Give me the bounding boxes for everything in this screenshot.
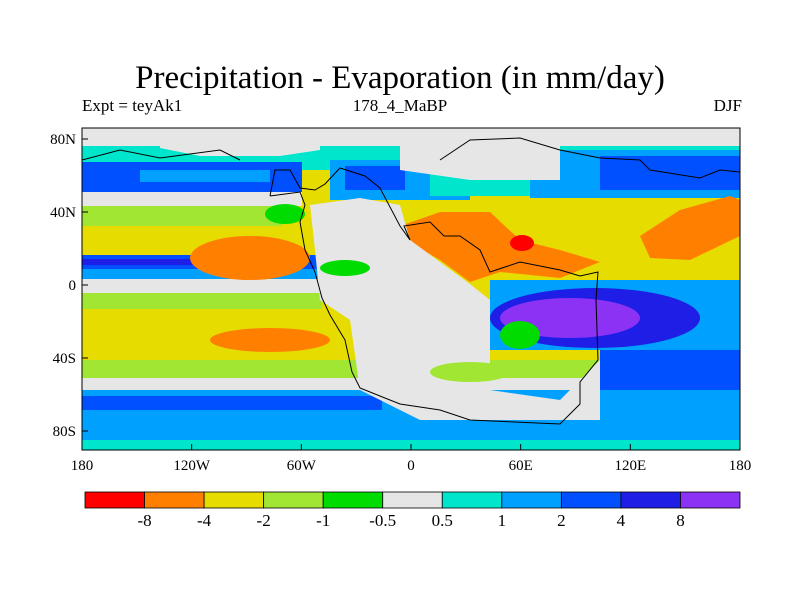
experiment-label: Expt = teyAk1	[82, 96, 183, 115]
colorbar-swatch	[382, 491, 443, 509]
axes: 80N 40N 0 40S 80S 180 120W 60W 0 60E 120E 180	[50, 132, 751, 474]
lon-tick-label: 0	[407, 458, 415, 474]
colorbar-label: -8	[137, 511, 152, 530]
lat-tick-label: 0	[69, 278, 77, 294]
period-label: 178_4_MaBP	[352, 96, 448, 115]
lat-tick-label: 80N	[50, 132, 76, 148]
colorbar-swatch	[322, 491, 384, 509]
lat-tick-label: 40N	[50, 205, 76, 221]
lat-tick-label: 80S	[53, 424, 76, 440]
colorbar-label: -4	[196, 511, 212, 530]
lon-tick-label: 180	[729, 458, 752, 474]
contour-field	[82, 128, 740, 450]
colorbar-swatch	[84, 491, 145, 509]
lon-tick-label: 60E	[509, 458, 533, 474]
colorbar-swatch	[680, 491, 741, 509]
colorbar-label: 2	[557, 511, 566, 530]
coastline	[269, 167, 599, 425]
colorbar-label: 0.5	[431, 511, 453, 530]
colorbar-swatch	[560, 491, 622, 509]
colorbar-swatch	[620, 491, 681, 509]
colorbar-swatch	[441, 491, 503, 509]
lat-tick-label: 40S	[53, 351, 76, 367]
colorbar-swatch	[501, 491, 562, 509]
colorbar-label: 8	[676, 511, 685, 530]
colorbar-label: -1	[316, 511, 331, 530]
colorbar-label: 4	[616, 511, 626, 530]
colorbar-label: -2	[256, 511, 271, 530]
colorbar-swatch	[263, 491, 324, 509]
season-label: DJF	[713, 96, 742, 115]
colorbar	[84, 491, 741, 509]
lon-tick-label: 120W	[173, 458, 211, 474]
colorbar-swatch	[203, 491, 265, 509]
colorbar-label: 1	[497, 511, 507, 530]
lon-tick-label: 180	[71, 458, 94, 474]
lon-tick-label: 120E	[614, 458, 646, 474]
map-title: Precipitation - Evaporation (in mm/day)	[135, 60, 665, 96]
lon-tick-label: 60W	[287, 458, 317, 474]
colorbar-label: -0.5	[369, 511, 397, 530]
colorbar-swatch	[144, 491, 205, 509]
